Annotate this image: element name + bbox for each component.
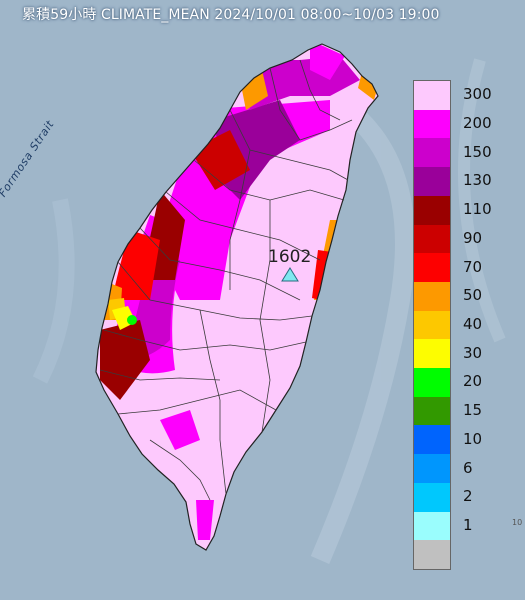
legend-swatch-50 (414, 281, 450, 312)
station-marker-triangle (281, 267, 299, 282)
legend-swatch-300 (414, 81, 450, 111)
legend-swatch-2 (414, 482, 450, 513)
legend-swatch-6 (414, 454, 450, 484)
legend-label-30: 30 (463, 343, 483, 362)
legend-swatch-30 (414, 339, 450, 369)
station-label: 1602 (268, 247, 312, 267)
legend-label-20: 20 (463, 372, 483, 391)
legend-swatch-40 (414, 310, 450, 340)
legend-label-150: 150 (463, 142, 492, 161)
legend-swatch-200 (414, 109, 450, 139)
legend-label-40: 40 (463, 315, 483, 333)
legend-swatch-20 (414, 368, 450, 398)
legend-label-90: 90 (463, 228, 483, 247)
legend-label-130: 130 (463, 171, 492, 190)
legend-swatch-none (414, 540, 450, 570)
county-borders (99, 59, 353, 501)
legend-label-200: 200 (463, 114, 492, 133)
legend-swatch-1 (414, 511, 450, 541)
color-legend (413, 80, 451, 570)
island-outline (95, 43, 379, 551)
legend-label-10: 10 (463, 429, 483, 448)
legend-label-6: 6 (463, 458, 473, 477)
legend-label-110: 110 (463, 200, 492, 219)
legend-swatch-10 (414, 425, 450, 455)
legend-label-50: 50 (463, 286, 483, 305)
legend-swatch-150 (414, 138, 450, 168)
legend-swatch-15 (414, 396, 450, 426)
legend-label-1: 1 (463, 515, 473, 534)
corner-scale-mark: 10 (512, 518, 523, 527)
sea-terrain-texture (32, 58, 506, 564)
map-title: 累積59小時 CLIMATE_MEAN 2024/10/01 08:00~10/… (22, 7, 440, 23)
legend-label-2: 2 (463, 487, 473, 506)
legend-swatch-70 (414, 253, 450, 283)
legend-label-15: 15 (463, 401, 483, 420)
legend-swatch-110 (414, 195, 450, 226)
legend-label-70: 70 (463, 257, 483, 276)
legend-swatch-90 (414, 224, 450, 254)
legend-label-300: 300 (463, 85, 492, 104)
legend-swatch-130 (414, 167, 450, 197)
